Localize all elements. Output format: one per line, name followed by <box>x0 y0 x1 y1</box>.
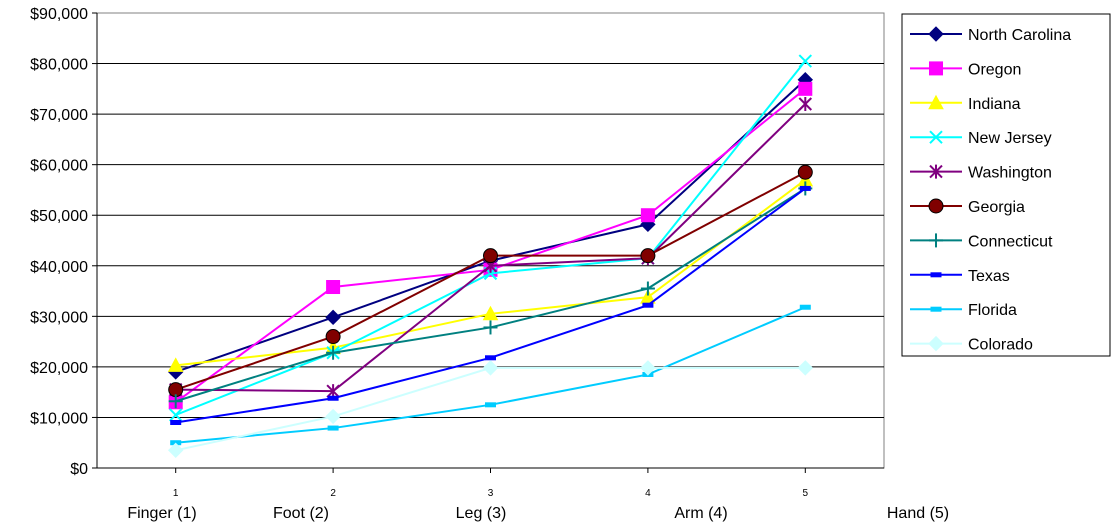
y-tick-label: $60,000 <box>30 158 88 175</box>
legend-item: Georgia <box>910 198 1025 216</box>
data-point <box>485 402 496 408</box>
data-point <box>640 281 655 296</box>
legend-item: Florida <box>910 302 1017 319</box>
data-point <box>640 360 656 376</box>
data-point <box>642 302 654 308</box>
legend-marker <box>930 306 942 312</box>
legend-label: Georgia <box>968 199 1025 216</box>
data-point <box>482 305 499 321</box>
y-tick-label: $80,000 <box>30 57 88 74</box>
data-point <box>326 345 341 360</box>
legend-item: Oregon <box>910 61 1021 78</box>
data-point <box>797 360 814 376</box>
data-point <box>640 208 655 223</box>
legend-label: Oregon <box>968 61 1021 78</box>
series-georgia <box>168 164 813 398</box>
data-point <box>483 248 498 264</box>
legend-label: Colorado <box>968 337 1033 354</box>
series-texas <box>170 185 811 425</box>
x-tick-number: 4 <box>645 488 651 499</box>
x-tick-number: 3 <box>488 488 494 499</box>
legend-item: New Jersey <box>910 130 1052 147</box>
legend-marker <box>929 61 943 76</box>
legend-marker <box>928 26 944 42</box>
data-point <box>326 280 341 295</box>
x-category-label: Hand (5) <box>887 505 949 522</box>
legend-label: Florida <box>968 302 1017 319</box>
data-point <box>798 81 813 96</box>
legend-label: Washington <box>968 165 1052 182</box>
data-point <box>167 357 184 372</box>
y-tick-label: $30,000 <box>30 309 88 326</box>
series-colorado <box>167 360 814 459</box>
series-line <box>175 187 806 424</box>
legend-marker <box>928 335 944 352</box>
legend-item: Indiana <box>910 94 1021 113</box>
legend-marker <box>928 94 944 110</box>
data-point <box>482 360 499 376</box>
series-line <box>175 366 806 452</box>
axes: $0 $10,000 $20,000 $30,000 $40,000 $50,000 $60… <box>30 6 949 522</box>
data-point <box>483 320 498 335</box>
data-point <box>799 185 811 191</box>
x-category-label: Leg (3) <box>456 505 507 522</box>
legend-label: Texas <box>968 268 1010 285</box>
y-tick-label: $70,000 <box>30 107 88 124</box>
legend-marker <box>929 164 943 179</box>
legend-label: North Carolina <box>968 27 1071 44</box>
x-category-label: Foot (2) <box>273 505 329 522</box>
legend-item: Connecticut <box>910 233 1053 250</box>
y-tick-label: $50,000 <box>30 208 88 225</box>
legend-marker <box>929 233 943 248</box>
legend-marker <box>930 272 942 278</box>
legend-label: Connecticut <box>968 233 1053 250</box>
legend-marker <box>928 198 944 214</box>
data-point <box>325 309 341 326</box>
legend-label: Indiana <box>968 96 1021 113</box>
x-tick-number: 2 <box>330 488 336 499</box>
data-point <box>327 425 339 431</box>
legend-item: Colorado <box>910 335 1033 354</box>
data-point <box>797 164 813 180</box>
data-point <box>327 395 339 401</box>
data-point <box>170 420 182 425</box>
legend-marker <box>929 130 943 144</box>
data-point <box>485 355 496 361</box>
legend-item: North Carolina <box>910 26 1071 44</box>
x-category-label: Arm (4) <box>674 505 727 522</box>
data-point <box>798 97 813 111</box>
data-point <box>640 248 656 264</box>
y-tick-label: $20,000 <box>30 360 88 377</box>
y-tick-label: $10,000 <box>30 410 88 427</box>
legend: North Carolina Oregon Indiana New Jersey Was… <box>901 13 1111 357</box>
data-point <box>167 442 184 459</box>
legend-label: New Jersey <box>968 130 1052 147</box>
legend-item: Washington <box>910 164 1052 182</box>
data-point <box>168 394 183 409</box>
data-point <box>168 408 183 422</box>
data-point <box>798 54 813 68</box>
x-tick-number: 5 <box>803 488 809 499</box>
data-point <box>325 408 341 425</box>
data-point <box>799 304 811 310</box>
x-tick-number: 1 <box>173 488 179 499</box>
data-point <box>325 329 341 345</box>
y-tick-label: $0 <box>70 461 88 478</box>
x-category-label: Finger (1) <box>127 505 196 522</box>
legend-item: Texas <box>910 268 1010 285</box>
y-tick-label: $40,000 <box>30 259 88 276</box>
series-lines <box>167 54 814 459</box>
y-tick-label: $90,000 <box>30 6 88 23</box>
